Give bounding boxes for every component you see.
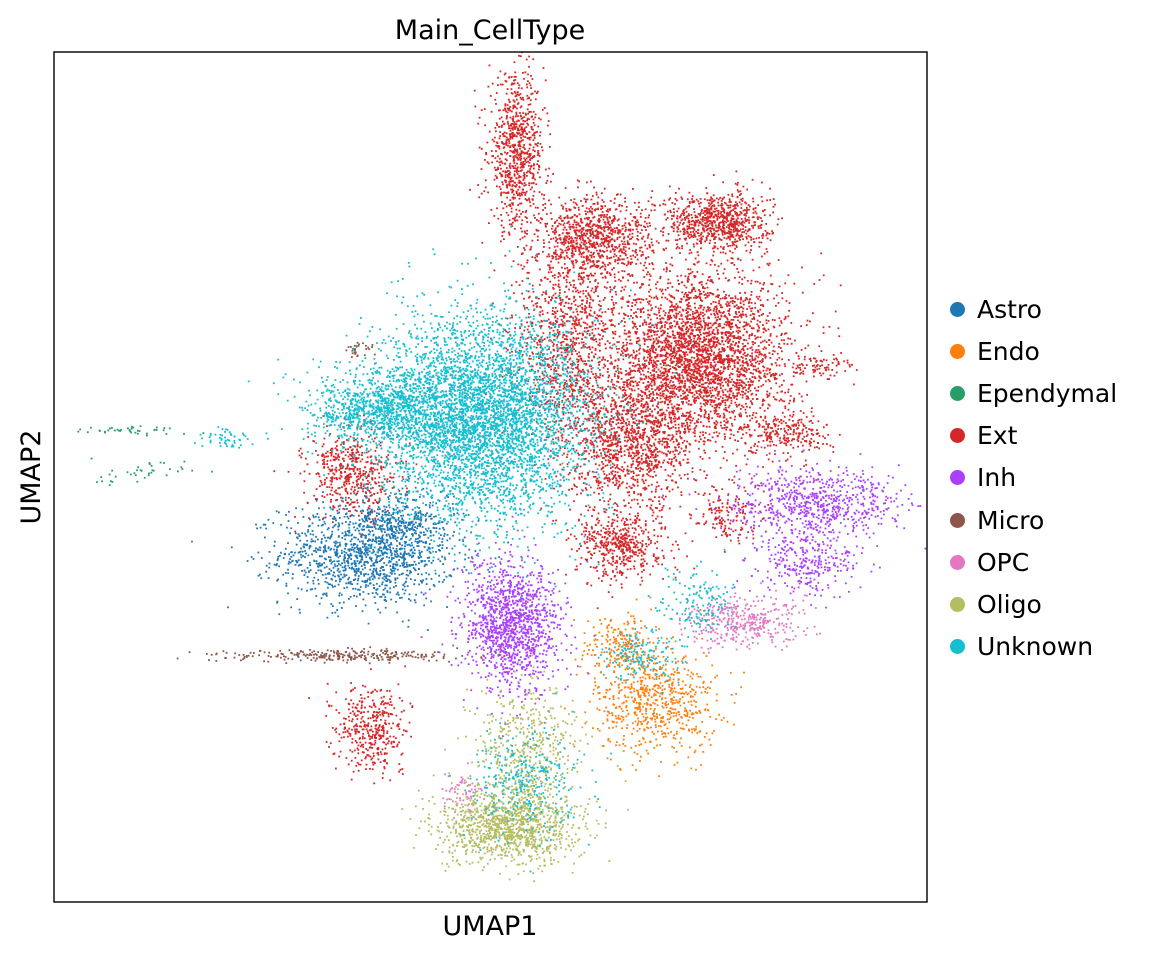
y-axis-label: UMAP2 [16, 430, 47, 525]
legend-marker [950, 344, 965, 359]
cluster-ependymal-1 [91, 458, 213, 486]
cluster-ext-8 [308, 668, 413, 784]
legend-item-endo: Endo [950, 330, 1117, 372]
cluster-ext-9 [731, 400, 841, 467]
series-opc [442, 582, 821, 818]
legend-marker [950, 597, 965, 612]
chart-title: Main_CellType [395, 15, 585, 46]
legend-label: Ependymal [977, 381, 1117, 406]
cluster-endo-1 [551, 597, 702, 692]
legend: Astro Endo Ependymal Ext Inh Micro OPC Oligo Unk… [950, 288, 1117, 668]
cluster-ext-2 [632, 171, 783, 269]
cluster-ext-0 [469, 51, 554, 286]
legend-item-astro: Astro [950, 288, 1117, 330]
series-oligo [401, 655, 637, 882]
legend-marker [950, 555, 965, 570]
series-ext [273, 51, 857, 784]
cluster-unknown-4 [648, 549, 737, 641]
legend-item-oligo: Oligo [950, 583, 1117, 625]
x-axis-label: UMAP1 [443, 911, 538, 942]
legend-item-inh: Inh [950, 457, 1117, 499]
legend-label: Astro [977, 297, 1042, 322]
series-astro [191, 465, 509, 661]
cluster-ext-5 [552, 494, 688, 609]
legend-label: Endo [977, 339, 1040, 364]
series-endo [551, 597, 745, 778]
legend-marker [950, 513, 965, 528]
legend-item-ext: Ext [950, 415, 1117, 457]
cluster-ext-10 [757, 350, 858, 385]
legend-label: Ext [977, 423, 1017, 448]
cluster-astro-0 [191, 465, 509, 661]
legend-marker [950, 386, 965, 401]
legend-label: Unknown [977, 634, 1093, 659]
cluster-inh-1 [662, 446, 926, 553]
legend-marker [950, 428, 965, 443]
scatter-points [77, 51, 926, 882]
cluster-opc-1 [442, 762, 487, 818]
legend-label: Oligo [977, 592, 1042, 617]
legend-marker [950, 470, 965, 485]
cluster-ext-11 [681, 466, 771, 569]
legend-item-unknown: Unknown [950, 626, 1117, 668]
legend-label: Micro [977, 508, 1044, 533]
series-unknown [194, 226, 737, 873]
legend-marker [950, 639, 965, 654]
cluster-micro-1 [346, 342, 376, 358]
cluster-inh-0 [421, 516, 596, 737]
legend-item-micro: Micro [950, 499, 1117, 541]
legend-label: OPC [977, 550, 1029, 575]
legend-item-ependymal: Ependymal [950, 372, 1117, 414]
series-ependymal [77, 425, 213, 486]
legend-label: Inh [977, 465, 1016, 490]
cluster-micro-0 [177, 646, 506, 667]
cluster-unknown-3 [194, 426, 269, 448]
cluster-ependymal-0 [77, 425, 204, 436]
legend-marker [950, 302, 965, 317]
legend-item-opc: OPC [950, 541, 1117, 583]
